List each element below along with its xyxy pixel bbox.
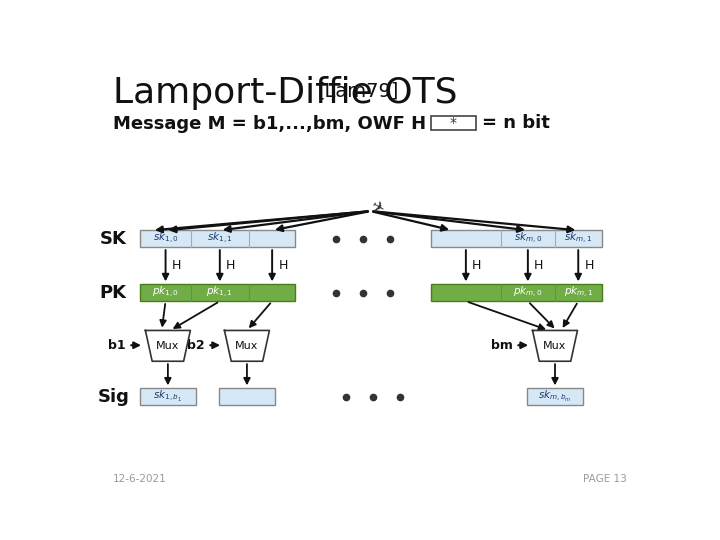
Text: Message M = b1,...,bm, OWF H: Message M = b1,...,bm, OWF H <box>113 115 426 133</box>
Text: ✈: ✈ <box>367 198 386 217</box>
Bar <box>431 117 476 130</box>
Text: 12-6-2021: 12-6-2021 <box>113 475 167 484</box>
Text: H: H <box>226 259 235 272</box>
Bar <box>140 388 196 405</box>
Text: Lamport-Diffie OTS: Lamport-Diffie OTS <box>113 76 458 110</box>
Text: $sk_{1,0}$: $sk_{1,0}$ <box>153 231 179 246</box>
Text: H: H <box>585 259 594 272</box>
Bar <box>219 388 275 405</box>
Bar <box>140 284 295 301</box>
Text: H: H <box>534 259 544 272</box>
Text: b1: b1 <box>109 339 126 352</box>
Text: Mux: Mux <box>156 341 179 351</box>
Text: $sk_{m,b_m}$: $sk_{m,b_m}$ <box>539 389 572 404</box>
Text: $sk_{1,b_1}$: $sk_{1,b_1}$ <box>153 389 182 404</box>
Polygon shape <box>533 330 577 361</box>
Bar <box>527 388 583 405</box>
Text: H: H <box>172 259 181 272</box>
Text: Mux: Mux <box>544 341 567 351</box>
Text: *: * <box>450 116 457 130</box>
Bar <box>431 284 601 301</box>
Text: $pk_{m,1}$: $pk_{m,1}$ <box>564 285 593 300</box>
Text: SK: SK <box>100 230 127 248</box>
Text: $sk_{m,1}$: $sk_{m,1}$ <box>564 231 593 246</box>
Text: PAGE 13: PAGE 13 <box>583 475 627 484</box>
Bar <box>431 231 601 247</box>
Bar <box>140 231 295 247</box>
Polygon shape <box>145 330 190 361</box>
Text: $pk_{1,0}$: $pk_{1,0}$ <box>152 285 179 300</box>
Text: [Lam79]: [Lam79] <box>318 82 399 101</box>
Text: $pk_{m,0}$: $pk_{m,0}$ <box>513 285 543 300</box>
Text: $sk_{1,1}$: $sk_{1,1}$ <box>207 231 233 246</box>
Polygon shape <box>225 330 269 361</box>
Text: bm: bm <box>491 339 513 352</box>
Text: b2: b2 <box>187 339 205 352</box>
Text: = n bit: = n bit <box>482 114 550 132</box>
Text: H: H <box>279 259 288 272</box>
Text: Mux: Mux <box>235 341 258 351</box>
Text: H: H <box>472 259 482 272</box>
Text: PK: PK <box>100 284 127 302</box>
Text: $pk_{1,1}$: $pk_{1,1}$ <box>207 285 233 300</box>
Text: Sig: Sig <box>97 388 129 406</box>
Text: $sk_{m,0}$: $sk_{m,0}$ <box>513 231 542 246</box>
